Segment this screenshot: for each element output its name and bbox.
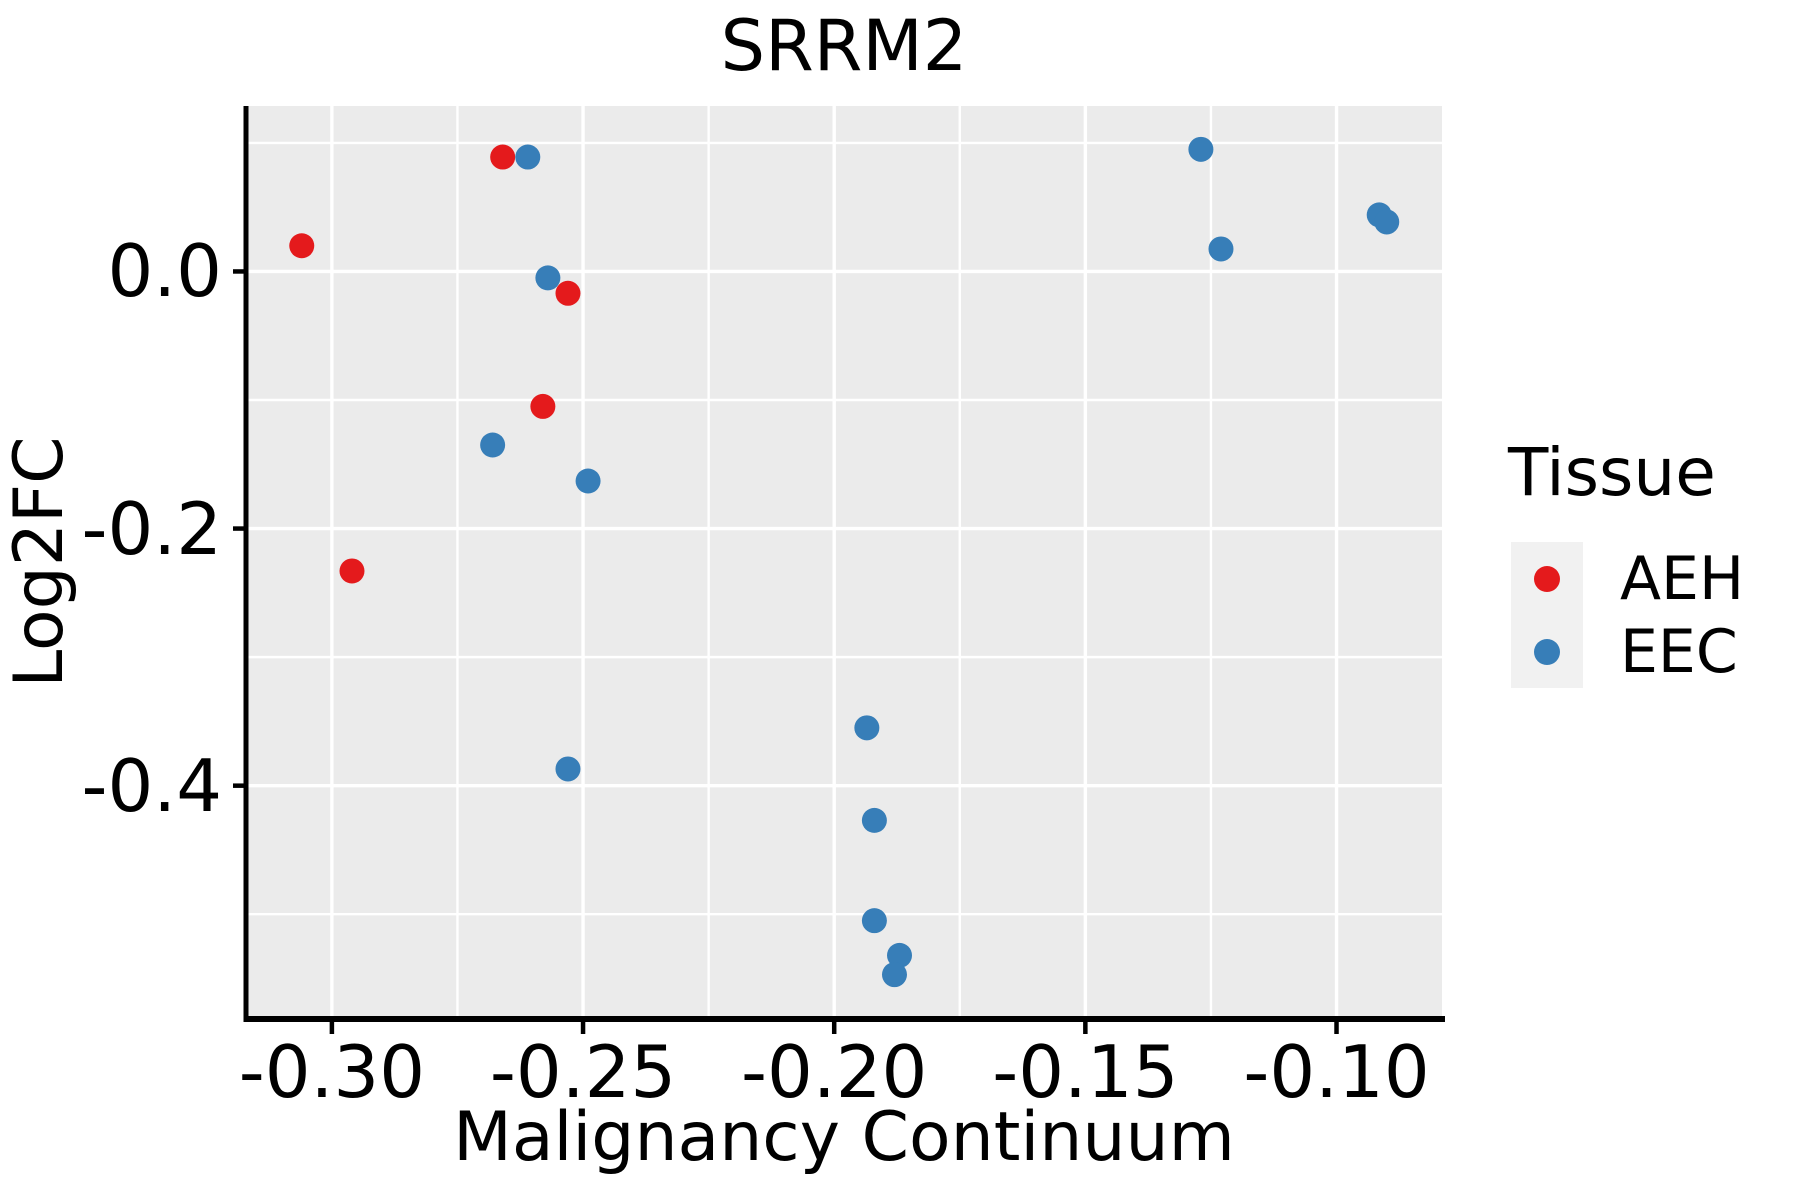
legend-key-eec: [1511, 615, 1583, 688]
data-point-eec-6: [861, 807, 887, 833]
data-point-aeh-0: [289, 233, 315, 259]
legend-item-aeh: AEH: [1511, 542, 1744, 615]
data-point-eec-13: [1374, 209, 1400, 235]
data-point-eec-1: [535, 265, 561, 291]
legend-item-eec: EEC: [1511, 615, 1744, 688]
y-tick-label: -0.4: [81, 743, 222, 828]
data-point-eec-8: [887, 942, 913, 968]
data-point-aeh-3: [530, 393, 556, 419]
x-tick-label: -0.25: [489, 1030, 677, 1114]
legend: Tissue AEH EEC: [1505, 440, 1744, 688]
data-point-eec-2: [480, 432, 506, 458]
y-tick-label: 0.0: [107, 229, 222, 314]
panel-background: [246, 106, 1442, 1019]
data-point-eec-3: [575, 468, 601, 494]
data-point-aeh-4: [339, 558, 365, 584]
legend-key-aeh: [1511, 542, 1583, 615]
x-tick-label: -0.15: [992, 1030, 1179, 1114]
data-point-eec-11: [1208, 236, 1234, 262]
x-tick-label: -0.20: [741, 1030, 928, 1114]
x-tick-label: -0.30: [238, 1030, 426, 1114]
y-axis-label: Log2FC: [0, 436, 79, 688]
legend-keys: AEH EEC: [1511, 542, 1744, 688]
data-point-eec-7: [861, 908, 887, 934]
data-point-aeh-2: [555, 280, 581, 306]
data-point-eec-10: [1188, 136, 1214, 162]
aeh-dot-icon: [1534, 565, 1560, 592]
data-point-aeh-1: [490, 144, 516, 170]
y-tick-label: -0.2: [81, 486, 222, 571]
x-tick-label: -0.10: [1243, 1030, 1430, 1114]
legend-title: Tissue: [1508, 434, 1716, 511]
data-point-eec-5: [854, 715, 880, 741]
eec-dot-icon: [1534, 638, 1560, 665]
data-point-eec-9: [881, 962, 907, 988]
plot-title: SRRM2: [720, 5, 968, 87]
x-axis-label: Malignancy Continuum: [453, 1098, 1235, 1177]
legend-label-aeh: AEH: [1620, 543, 1745, 614]
legend-label-eec: EEC: [1620, 616, 1738, 687]
data-point-eec-4: [555, 756, 581, 782]
data-point-eec-0: [515, 144, 541, 170]
